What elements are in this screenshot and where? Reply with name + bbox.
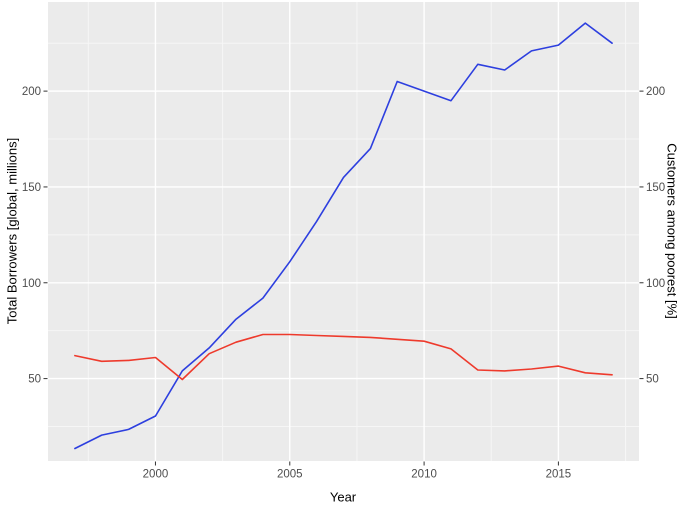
y-right-tick-label: 150 bbox=[646, 182, 665, 194]
y-right-tick-label: 200 bbox=[646, 86, 665, 98]
y-left-tick-label: 100 bbox=[22, 278, 41, 290]
y-left-tick-label: 200 bbox=[22, 86, 41, 98]
y-left-tick-label: 150 bbox=[22, 182, 41, 194]
x-tick-label: 2005 bbox=[277, 469, 303, 481]
plot-panel bbox=[48, 2, 639, 461]
x-tick-label: 2000 bbox=[143, 469, 169, 481]
series-line-customers-among-poorest bbox=[74, 333, 613, 381]
x-tick-label: 2015 bbox=[546, 469, 572, 481]
y-right-tick-label: 100 bbox=[646, 278, 665, 290]
series-line-total-borrowers bbox=[74, 22, 613, 450]
y-right-tick-label: 50 bbox=[646, 374, 659, 386]
y-left-tick-label: 50 bbox=[28, 374, 41, 386]
x-tick-label: 2010 bbox=[411, 469, 437, 481]
